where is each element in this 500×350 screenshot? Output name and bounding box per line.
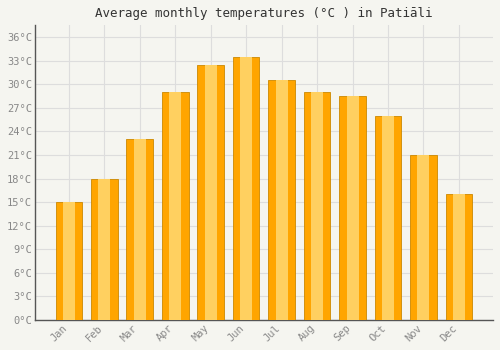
Bar — [446, 194, 472, 320]
Bar — [170, 92, 181, 320]
Bar — [198, 64, 224, 320]
Bar — [410, 155, 437, 320]
Bar — [98, 178, 110, 320]
Bar — [56, 202, 82, 320]
Bar — [382, 116, 394, 320]
Bar — [304, 92, 330, 320]
Bar — [162, 92, 188, 320]
Bar — [63, 202, 75, 320]
Bar — [233, 57, 260, 320]
Bar — [240, 57, 252, 320]
Bar — [126, 139, 153, 320]
Bar — [268, 80, 295, 320]
Bar — [204, 64, 216, 320]
Bar — [374, 116, 402, 320]
Bar — [339, 96, 366, 320]
Bar — [134, 139, 146, 320]
Bar — [346, 96, 358, 320]
Bar — [276, 80, 287, 320]
Bar — [453, 194, 465, 320]
Bar — [91, 178, 118, 320]
Title: Average monthly temperatures (°C ) in Patiāli: Average monthly temperatures (°C ) in Pa… — [95, 7, 432, 20]
Bar — [311, 92, 323, 320]
Bar — [418, 155, 430, 320]
